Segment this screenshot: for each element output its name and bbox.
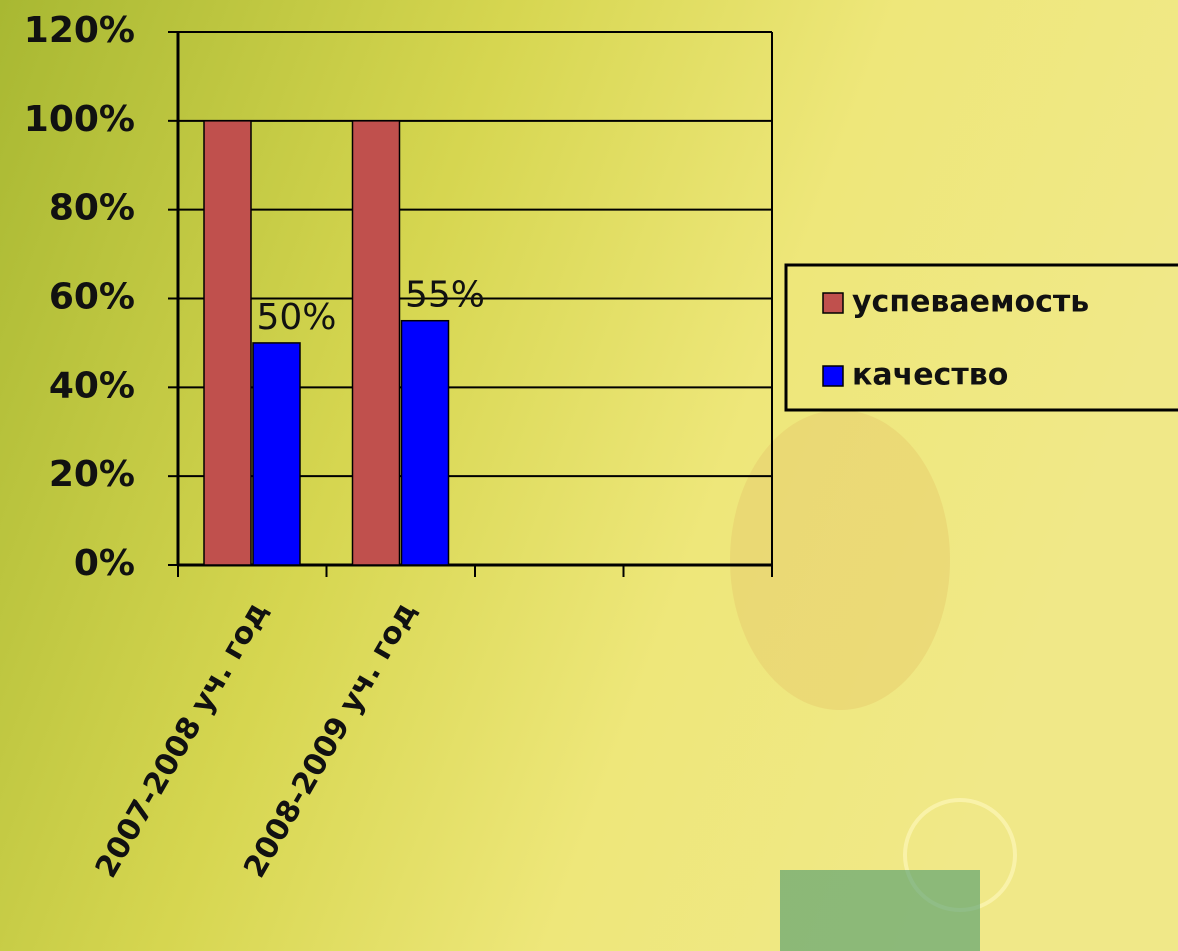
y-tick-label: 80% bbox=[49, 188, 135, 229]
legend-label: успеваемость bbox=[852, 285, 1089, 320]
y-tick-label: 60% bbox=[49, 277, 135, 318]
legend-box bbox=[784, 263, 1178, 412]
legend-swatch bbox=[822, 292, 844, 314]
bar bbox=[400, 319, 450, 566]
data-label: 55% bbox=[405, 275, 485, 316]
data-label: 50% bbox=[256, 297, 336, 338]
y-tick-label: 120% bbox=[24, 10, 135, 51]
y-tick-label: 40% bbox=[49, 365, 135, 406]
legend-label: качество bbox=[852, 358, 1008, 393]
background-shape bbox=[780, 870, 980, 951]
bar bbox=[252, 342, 301, 566]
y-tick-label: 20% bbox=[49, 454, 135, 495]
legend-swatch bbox=[822, 365, 844, 387]
y-tick-label: 100% bbox=[24, 99, 135, 140]
background-shape bbox=[730, 410, 950, 710]
bar bbox=[351, 120, 401, 566]
y-tick-label: 0% bbox=[74, 543, 135, 584]
bar bbox=[203, 120, 252, 566]
